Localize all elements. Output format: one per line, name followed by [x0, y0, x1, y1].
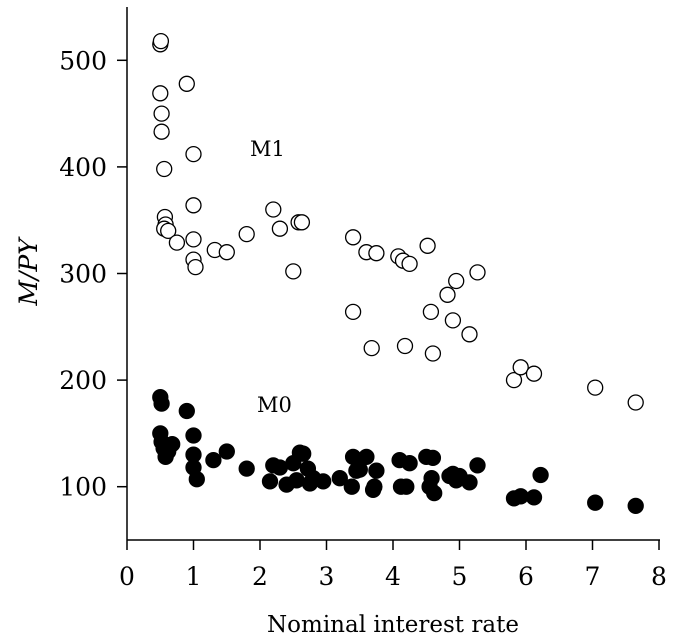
x-tick-label: 8	[651, 562, 667, 591]
m1-point	[424, 345, 442, 362]
m1-point	[153, 105, 170, 122]
m1-point	[218, 244, 235, 261]
series-m0	[152, 389, 644, 515]
x-tick-label: 4	[385, 562, 401, 591]
m0-point	[525, 489, 543, 506]
y-tick-label: 100	[59, 473, 107, 502]
m0-point	[461, 474, 478, 491]
m1-point	[185, 231, 202, 248]
m0-point	[261, 473, 279, 490]
y-tick-label: 500	[59, 46, 107, 75]
m1-point	[344, 303, 362, 321]
x-tick-label: 3	[319, 562, 335, 591]
x-tick-label: 6	[518, 562, 534, 591]
m1-point	[185, 145, 202, 163]
m1-point	[422, 303, 440, 321]
m0-point	[469, 457, 486, 474]
m0-point	[343, 478, 360, 495]
m1-point	[265, 201, 282, 218]
m0-point	[358, 448, 375, 466]
m1-point	[587, 379, 604, 396]
m1-point	[469, 264, 486, 281]
x-tick-label: 0	[119, 562, 135, 591]
m0-point	[587, 494, 604, 511]
m1-point	[512, 359, 529, 376]
m1-point	[152, 85, 169, 102]
m0-point	[315, 473, 332, 490]
m1-point	[168, 234, 186, 251]
x-axis-label: Nominal interest rate	[267, 612, 519, 638]
m0-point	[331, 470, 348, 487]
m1-point	[448, 272, 465, 290]
m1-point	[178, 75, 195, 92]
x-tick-label: 1	[186, 562, 202, 591]
m1-point	[187, 258, 204, 276]
series-label-m0: M0	[257, 393, 292, 417]
x-tick-label: 5	[452, 562, 468, 591]
m1-point	[285, 263, 302, 280]
m1-point	[401, 255, 418, 273]
m0-point	[218, 443, 235, 460]
m1-point	[344, 229, 362, 246]
m0-point	[288, 472, 305, 489]
x-ticks: 0 1 2 3 4 5 6 7 8	[119, 540, 667, 591]
m0-point	[398, 478, 415, 495]
x-tick-label: 7	[585, 562, 601, 591]
m1-point	[156, 160, 173, 178]
m1-point	[271, 220, 289, 237]
y-ticks: 100 200 300 400 500	[59, 46, 127, 502]
m0-point	[153, 395, 170, 412]
m1-point	[439, 286, 456, 303]
m0-point	[423, 470, 440, 487]
m0-point	[401, 455, 418, 472]
m1-point	[363, 339, 380, 357]
m1-point	[396, 337, 414, 355]
m0-point	[238, 460, 255, 477]
m1-point	[152, 32, 170, 50]
m1-point	[153, 123, 170, 140]
m0-point	[178, 402, 195, 420]
m0-point	[424, 449, 442, 467]
m1-point	[505, 371, 523, 389]
m1-point	[525, 365, 543, 382]
m0-point	[164, 435, 181, 453]
m0-point	[185, 427, 202, 444]
data-points	[152, 32, 644, 515]
m0-point	[205, 451, 222, 469]
m1-point	[444, 312, 462, 329]
m0-point	[532, 466, 549, 484]
m0-point	[366, 478, 383, 495]
m0-point	[295, 445, 312, 462]
m1-point	[627, 394, 644, 411]
m0-point	[271, 459, 289, 476]
m0-point	[188, 471, 205, 488]
series-label-m1: M1	[250, 137, 285, 161]
m0-point	[426, 484, 443, 502]
m0-point	[351, 461, 368, 478]
m0-point	[627, 497, 644, 515]
m1-point	[419, 237, 436, 254]
y-tick-label: 200	[59, 366, 107, 395]
m1-point	[238, 225, 255, 243]
m1-point	[368, 245, 385, 262]
m1-point	[185, 197, 202, 214]
m1-point	[160, 222, 177, 240]
series-m1	[152, 32, 644, 411]
y-tick-label: 300	[59, 260, 107, 289]
m1-point	[461, 326, 478, 343]
x-tick-label: 2	[252, 562, 268, 591]
m0-point	[368, 462, 385, 479]
y-axis-label: M/PY	[14, 236, 43, 307]
y-tick-label: 400	[59, 153, 107, 182]
m1-point	[293, 214, 311, 231]
